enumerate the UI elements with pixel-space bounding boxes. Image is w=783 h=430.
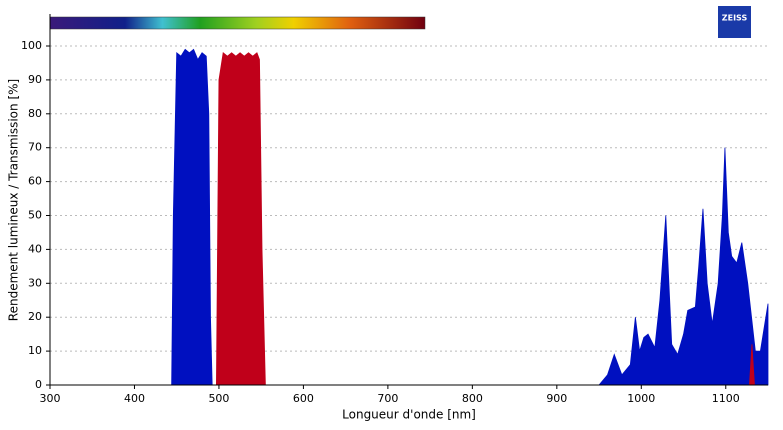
x-axis-label: Longueur d'onde [nm] (342, 408, 476, 422)
x-tick-label: 1100 (712, 392, 740, 405)
y-tick-label: 90 (28, 73, 42, 86)
x-tick-label: 500 (208, 392, 229, 405)
area (216, 52, 266, 386)
x-tick-label: 900 (546, 392, 567, 405)
logo: ZEISS (722, 14, 748, 23)
y-tick-label: 40 (28, 242, 42, 255)
x-tick-label: 600 (293, 392, 314, 405)
y-tick-label: 100 (21, 39, 42, 52)
logo-box (718, 6, 751, 38)
x-tick-label: 800 (462, 392, 483, 405)
x-tick-label: 300 (40, 392, 61, 405)
y-tick-label: 30 (28, 276, 42, 289)
y-tick-label: 20 (28, 310, 42, 323)
area (171, 48, 769, 386)
x-tick-label: 400 (124, 392, 145, 405)
y-tick-label: 70 (28, 141, 42, 154)
y-tick-label: 60 (28, 175, 42, 188)
y-axis-label: Rendement lumineux / Transmission [%] (7, 79, 21, 321)
y-tick-label: 10 (28, 344, 42, 357)
x-tick-label: 700 (377, 392, 398, 405)
y-tick-label: 0 (35, 378, 42, 391)
spectrum-bar (49, 16, 426, 30)
y-tick-label: 80 (28, 107, 42, 120)
x-tick-label: 1000 (627, 392, 655, 405)
y-tick-label: 50 (28, 209, 42, 222)
